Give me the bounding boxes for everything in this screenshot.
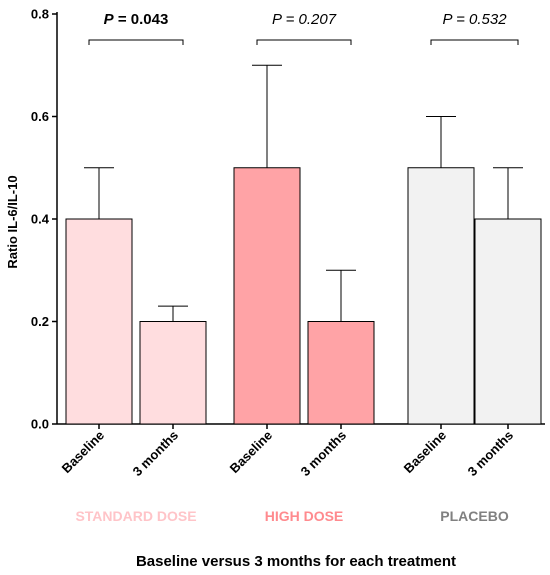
- significance-bracket: [430, 39, 519, 45]
- p-symbol: P: [104, 11, 115, 28]
- group-label: STANDARD DOSE: [75, 508, 196, 524]
- x-axis-label: Baseline versus 3 months for each treatm…: [136, 553, 456, 570]
- significance-brackets: P = 0.043 P = 0.207 P = 0.532: [88, 11, 519, 45]
- labels: Baseline 3 months STANDARD DOSE Baseline 3 m…: [59, 428, 516, 524]
- bar: [65, 218, 133, 425]
- p-value: = 0.043: [114, 11, 169, 28]
- x-tick-label: 3 months: [130, 428, 181, 479]
- y-tick-label: 0.8: [31, 7, 49, 22]
- x-tick-label: Baseline: [227, 428, 275, 476]
- y-tick-label: 0.2: [31, 314, 49, 329]
- bar: [407, 167, 475, 425]
- significance-bracket: [88, 39, 184, 45]
- y-tick-label: 0.6: [31, 109, 49, 124]
- bar: [233, 167, 301, 425]
- p-symbol: P: [272, 11, 282, 28]
- y-tick-label: 0.0: [31, 417, 49, 432]
- group-label: HIGH DOSE: [265, 508, 344, 524]
- bar: [139, 321, 207, 425]
- bar: [307, 321, 375, 425]
- bars: [65, 167, 542, 425]
- error-bars: [84, 64, 523, 322]
- p-value-label: P = 0.207: [272, 11, 337, 28]
- x-tick-label: 3 months: [465, 428, 516, 479]
- x-tick-label: 3 months: [298, 428, 349, 479]
- group-label: PLACEBO: [440, 508, 509, 524]
- y-axis-label: Ratio IL-6/IL-10: [5, 175, 20, 268]
- x-tick-label: Baseline: [59, 428, 107, 476]
- p-symbol: P: [442, 11, 452, 28]
- p-value: = 0.532: [452, 11, 507, 28]
- y-tick-label: 0.4: [31, 212, 50, 227]
- p-value-label: P = 0.532: [442, 11, 507, 28]
- bar: [474, 218, 542, 425]
- p-value: = 0.207: [281, 11, 336, 28]
- p-value-label: P = 0.043: [104, 11, 169, 28]
- x-tick-label: Baseline: [401, 428, 449, 476]
- significance-bracket: [256, 39, 352, 45]
